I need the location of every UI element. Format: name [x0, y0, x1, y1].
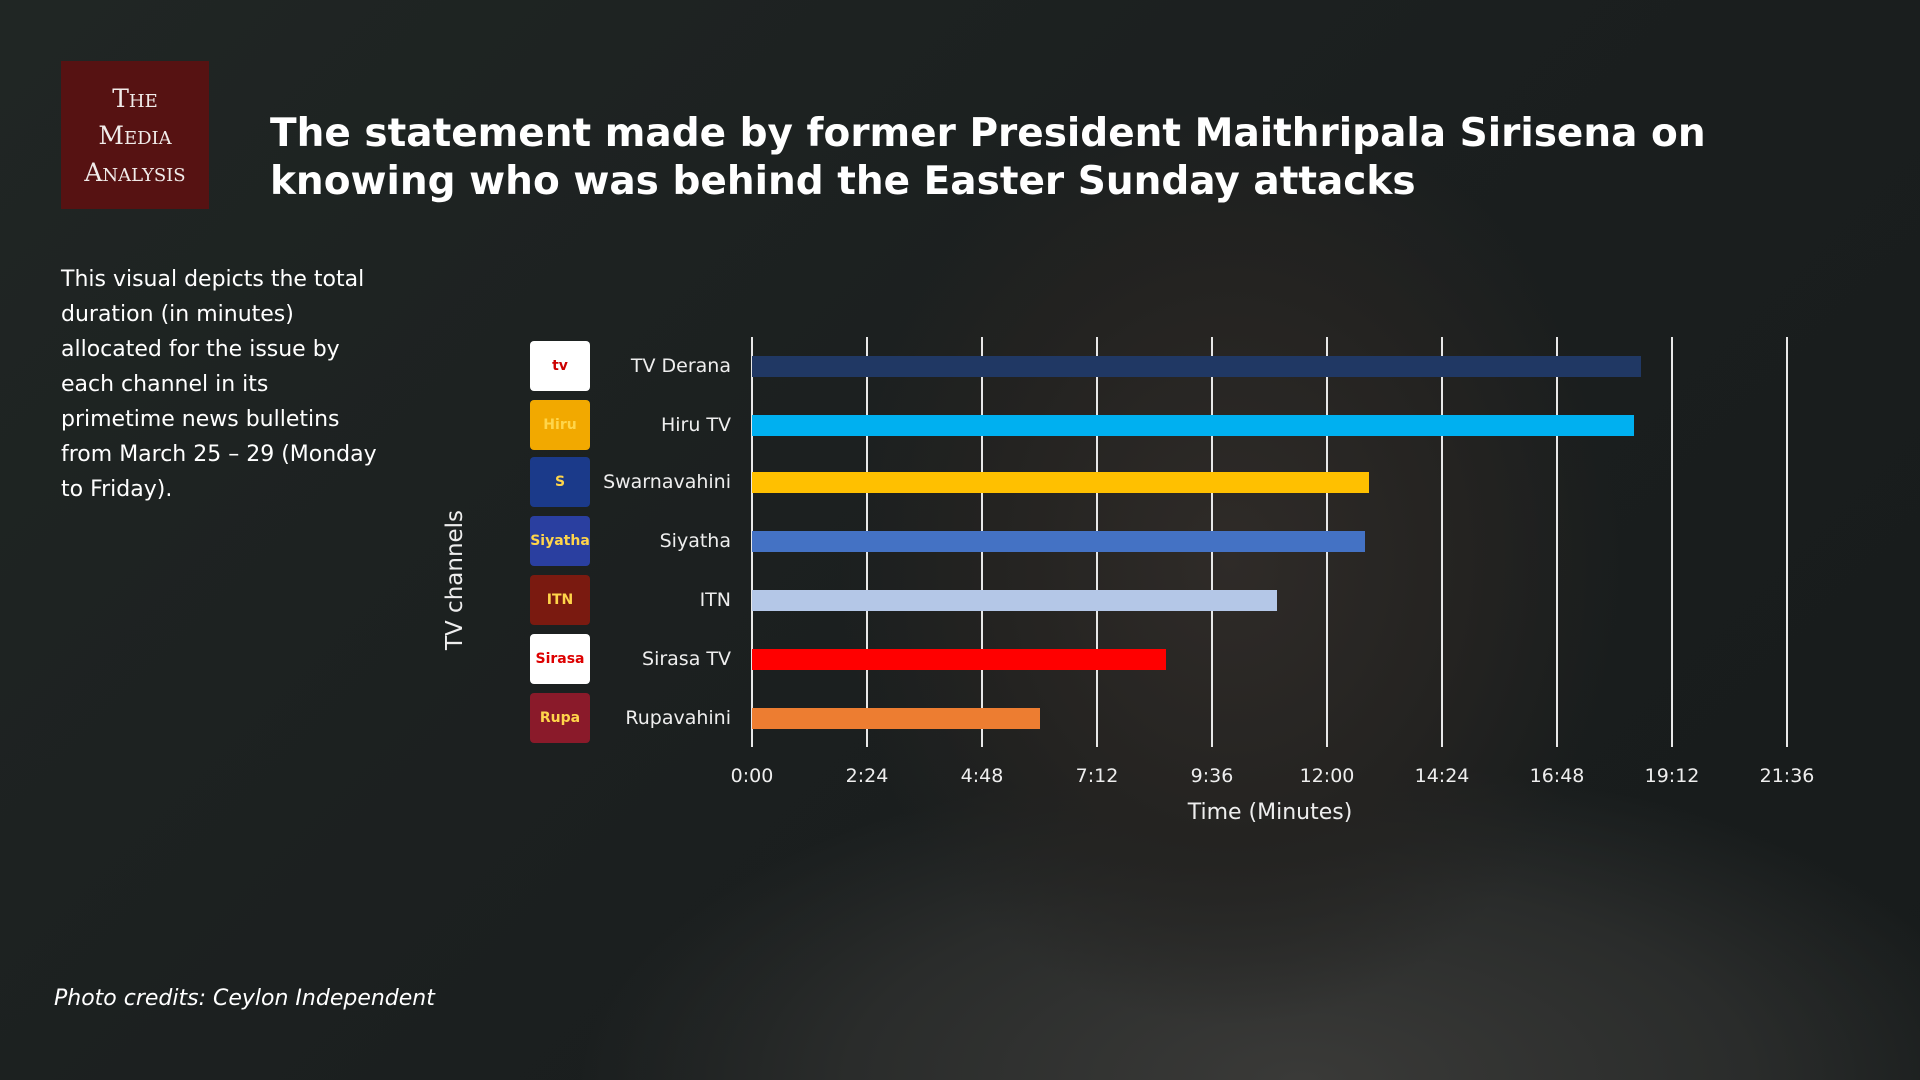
channel-logo-icon: S	[530, 457, 590, 507]
category-label: Siyatha	[659, 530, 731, 552]
x-tick-label: 12:00	[1299, 765, 1355, 787]
x-tick-label: 19:12	[1644, 765, 1700, 787]
media-analysis-logo: The Media Analysis	[61, 61, 209, 209]
y-axis-label: TV channels	[442, 509, 468, 651]
logo-line: Analysis	[84, 157, 186, 187]
x-tick-label: 16:48	[1529, 765, 1585, 787]
channel-logo-icon: Siyatha	[530, 516, 590, 566]
description: This visual depicts the total duration (…	[61, 267, 377, 502]
category-label: TV Derana	[630, 355, 731, 377]
logo-line: The	[112, 83, 158, 113]
gridline	[1556, 337, 1558, 747]
channel-logo-icon: Sirasa	[530, 634, 590, 684]
x-tick-label: 21:36	[1759, 765, 1815, 787]
channel-logo-icon: ITN	[530, 575, 590, 625]
bar-rupavahini	[752, 708, 1040, 729]
bar-swarnavahini	[752, 472, 1369, 493]
category-label: Rupavahini	[625, 707, 731, 729]
x-tick-label: 2:24	[845, 765, 889, 787]
channel-logo-icon: Hiru	[530, 400, 590, 450]
bar-sirasa-tv	[752, 649, 1167, 670]
category-label: Hiru TV	[660, 414, 731, 436]
bar-itn	[752, 590, 1277, 611]
bar-siyatha	[752, 531, 1365, 552]
category-label: ITN	[699, 589, 731, 611]
x-tick-label: 4:48	[960, 765, 1004, 787]
x-tick-label: 7:12	[1075, 765, 1119, 787]
gridline	[1441, 337, 1443, 747]
x-tick-label: 0:00	[730, 765, 774, 787]
channel-logo-icon: tv	[530, 341, 590, 391]
channel-logo-icon: Rupa	[530, 693, 590, 743]
x-tick-label: 9:36	[1190, 765, 1234, 787]
bar-tv-derana	[752, 356, 1641, 377]
bar-hiru-tv	[752, 415, 1634, 436]
page-title: The statement made by former President M…	[270, 111, 1706, 204]
category-label: Sirasa TV	[642, 648, 731, 670]
logo-line: Media	[98, 120, 172, 150]
x-axis-label: Time (Minutes)	[1187, 800, 1353, 825]
photo-credits: Photo credits: Ceylon Independent	[54, 986, 435, 1011]
category-label: Swarnavahini	[603, 471, 731, 493]
gridline	[1786, 337, 1788, 747]
gridline	[1671, 337, 1673, 747]
x-tick-label: 14:24	[1414, 765, 1470, 787]
